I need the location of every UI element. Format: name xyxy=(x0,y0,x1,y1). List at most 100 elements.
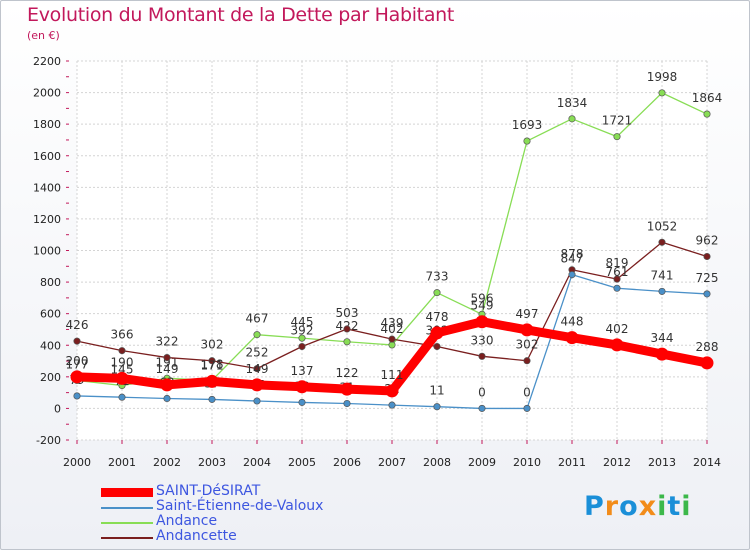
data-label: 149 xyxy=(246,362,269,376)
data-point xyxy=(613,133,621,141)
data-point xyxy=(73,337,81,345)
logo-letter: x xyxy=(638,491,658,522)
data-point xyxy=(253,331,261,339)
legend-label: Andancette xyxy=(156,528,237,544)
legend-label: SAINT-DéSIRAT xyxy=(156,483,261,499)
data-label: 1693 xyxy=(512,118,543,132)
data-point xyxy=(433,403,441,411)
x-tick-label: 2002 xyxy=(153,456,181,469)
data-point xyxy=(160,378,174,392)
legend-swatch xyxy=(101,537,153,539)
logo-letter: i xyxy=(657,491,668,522)
legend-swatch xyxy=(101,488,153,497)
data-label: 190 xyxy=(111,355,134,369)
data-point xyxy=(388,335,396,343)
y-tick-label: 1800 xyxy=(33,118,61,131)
data-point xyxy=(568,115,576,123)
data-point xyxy=(340,382,354,396)
data-point xyxy=(73,392,81,400)
y-tick-label: 800 xyxy=(40,276,61,289)
data-label: 962 xyxy=(696,234,719,248)
data-label: 111 xyxy=(381,368,404,382)
data-point xyxy=(658,89,666,97)
x-tick-label: 2014 xyxy=(693,456,721,469)
data-point xyxy=(655,347,669,361)
data-point xyxy=(298,334,306,342)
x-tick-label: 2009 xyxy=(468,456,496,469)
data-label: 761 xyxy=(606,265,629,279)
data-label: 878 xyxy=(561,247,584,261)
x-tick-label: 2001 xyxy=(108,456,136,469)
data-label: 122 xyxy=(336,366,359,380)
data-point xyxy=(208,357,216,365)
data-label: 596 xyxy=(471,291,494,305)
data-label: 191 xyxy=(156,355,179,369)
data-label: 819 xyxy=(606,256,629,270)
data-label: 366 xyxy=(111,328,134,342)
x-tick-label: 2005 xyxy=(288,456,316,469)
data-label: 733 xyxy=(426,270,449,284)
data-label: 392 xyxy=(291,324,314,338)
data-label: 0 xyxy=(478,385,486,399)
data-label: 145 xyxy=(111,363,134,377)
logo-letter: o xyxy=(619,491,639,522)
logo-letter: t xyxy=(667,491,682,522)
data-label: 288 xyxy=(696,340,719,354)
data-point xyxy=(253,397,261,405)
data-point xyxy=(163,354,171,362)
chart-title: Evolution du Montant de la Dette par Hab… xyxy=(27,4,455,26)
x-tick-label: 2012 xyxy=(603,456,631,469)
data-label: 302 xyxy=(201,338,224,352)
proxiti-logo: Proxiti xyxy=(584,491,692,522)
y-tick-label: 2000 xyxy=(33,87,61,100)
data-label: 725 xyxy=(696,271,719,285)
legend-swatch xyxy=(101,522,153,524)
data-point xyxy=(568,271,576,279)
data-point xyxy=(205,374,219,388)
data-point xyxy=(295,380,309,394)
data-point xyxy=(208,395,216,403)
data-label: 330 xyxy=(471,333,494,347)
data-label: 137 xyxy=(291,364,314,378)
data-label: 1998 xyxy=(647,70,678,84)
data-point xyxy=(70,370,84,384)
y-tick-label: 1400 xyxy=(33,181,61,194)
data-label: 448 xyxy=(561,315,584,329)
data-label: 847 xyxy=(561,252,584,266)
data-point xyxy=(523,357,531,365)
y-tick-label: 1200 xyxy=(33,213,61,226)
y-tick-label: 1600 xyxy=(33,150,61,163)
data-point xyxy=(298,342,306,351)
data-label: 503 xyxy=(336,306,359,320)
data-point xyxy=(388,401,396,409)
data-point xyxy=(703,110,711,118)
data-label: 549 xyxy=(471,299,494,313)
logo-letter: P xyxy=(584,491,605,522)
data-label: 1864 xyxy=(692,91,723,105)
data-point xyxy=(433,342,441,351)
y-tick-label: -200 xyxy=(36,434,61,447)
data-label: 171 xyxy=(201,358,224,372)
data-point xyxy=(343,338,351,346)
x-tick-label: 2004 xyxy=(243,456,271,469)
y-tick-label: 200 xyxy=(40,371,61,384)
data-point xyxy=(433,289,441,297)
data-label: 322 xyxy=(156,335,179,349)
data-point xyxy=(163,394,171,403)
data-point xyxy=(298,398,306,406)
data-point xyxy=(478,352,486,360)
data-point xyxy=(388,341,396,349)
legend-label: Andance xyxy=(156,513,218,529)
data-point xyxy=(385,384,399,398)
x-tick-label: 2013 xyxy=(648,456,676,469)
data-point xyxy=(703,290,711,298)
y-tick-label: 400 xyxy=(40,339,61,352)
data-point xyxy=(658,238,666,246)
data-label: 200 xyxy=(66,354,89,368)
data-label: 426 xyxy=(66,318,89,332)
x-tick-label: 2010 xyxy=(513,456,541,469)
data-label: 149 xyxy=(156,362,179,376)
data-point xyxy=(520,323,534,337)
x-tick-label: 2007 xyxy=(378,456,406,469)
